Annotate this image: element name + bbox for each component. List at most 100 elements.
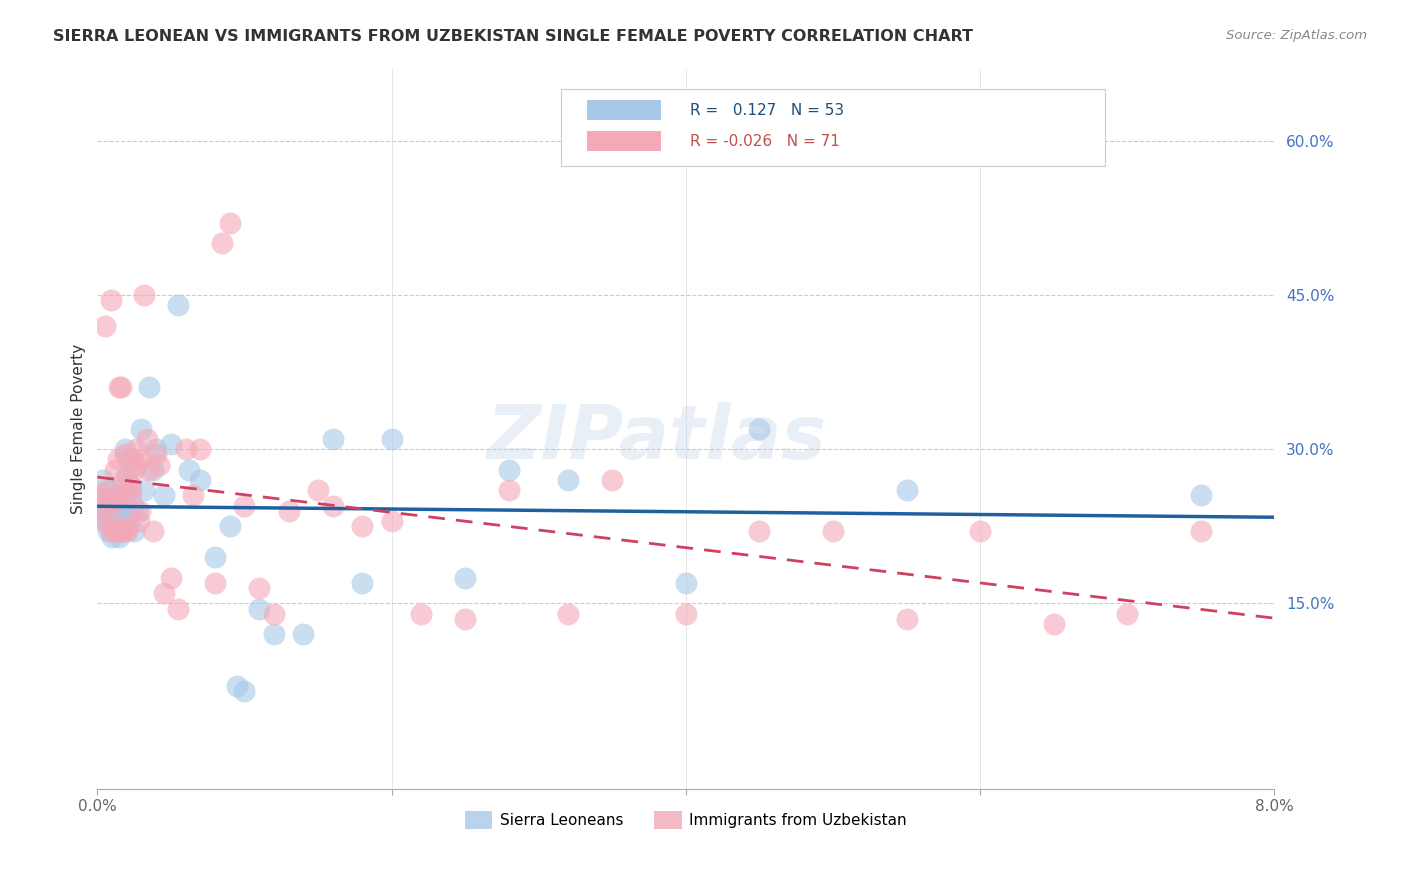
Point [1042, 616, 1064, 631]
Point [247, 581, 270, 595]
Point [409, 607, 432, 621]
Point [104, 463, 127, 477]
Point [115, 467, 138, 482]
Point [167, 601, 190, 615]
Point [101, 493, 124, 508]
Point [145, 447, 167, 461]
Point [105, 524, 128, 539]
Bar [588, 101, 661, 120]
Point [218, 519, 240, 533]
Point [152, 488, 174, 502]
Text: SIERRA LEONEAN VS IMMIGRANTS FROM UZBEKISTAN SINGLE FEMALE POVERTY CORRELATION C: SIERRA LEONEAN VS IMMIGRANTS FROM UZBEKI… [53, 29, 973, 44]
Text: R =   0.127   N = 53: R = 0.127 N = 53 [690, 103, 845, 118]
Point [110, 483, 132, 498]
Point [218, 216, 240, 230]
Point [557, 473, 579, 487]
Point [136, 432, 159, 446]
Point [204, 575, 226, 590]
Point [125, 504, 148, 518]
Point [160, 571, 183, 585]
Point [821, 524, 844, 539]
Point [145, 442, 167, 456]
Point [112, 519, 135, 533]
Point [111, 508, 134, 523]
Point [188, 473, 211, 487]
Point [226, 679, 249, 693]
Point [100, 293, 122, 307]
Point [103, 499, 125, 513]
Point [152, 586, 174, 600]
Text: ZIPatlas: ZIPatlas [486, 402, 827, 475]
Point [129, 504, 152, 518]
Y-axis label: Single Female Poverty: Single Female Poverty [72, 343, 86, 514]
Bar [588, 131, 661, 151]
Point [111, 524, 134, 539]
Point [131, 452, 153, 467]
Point [121, 452, 143, 467]
Point [134, 288, 156, 302]
Point [188, 442, 211, 456]
Point [98, 508, 121, 523]
Legend: Sierra Leoneans, Immigrants from Uzbekistan: Sierra Leoneans, Immigrants from Uzbekis… [458, 805, 912, 835]
Point [124, 442, 146, 456]
Text: R = -0.026   N = 71: R = -0.026 N = 71 [690, 134, 841, 149]
Point [91, 473, 114, 487]
Point [602, 473, 624, 487]
Point [91, 488, 114, 502]
Point [111, 488, 134, 502]
Point [108, 380, 131, 394]
Point [115, 524, 138, 539]
Point [108, 524, 131, 539]
Point [103, 493, 125, 508]
Point [138, 380, 160, 394]
Bar [561, 89, 1105, 166]
Point [381, 514, 404, 528]
Point [112, 473, 135, 487]
Point [322, 499, 344, 513]
Point [108, 529, 131, 543]
Point [352, 575, 374, 590]
Point [118, 478, 141, 492]
Point [181, 488, 204, 502]
Point [93, 318, 115, 333]
Point [454, 571, 477, 585]
Point [98, 483, 121, 498]
Point [138, 463, 160, 477]
Point [100, 493, 122, 508]
Point [104, 493, 127, 508]
Point [233, 683, 256, 698]
Point [322, 432, 344, 446]
Point [233, 499, 256, 513]
Point [1189, 524, 1212, 539]
Point [498, 463, 520, 477]
Point [114, 442, 136, 456]
Point [177, 463, 200, 477]
Point [896, 612, 918, 626]
Point [100, 524, 122, 539]
Point [748, 421, 770, 435]
Point [107, 452, 129, 467]
Point [117, 519, 139, 533]
Point [89, 493, 111, 508]
Point [131, 421, 153, 435]
Point [292, 627, 315, 641]
Point [381, 432, 404, 446]
Point [105, 504, 128, 518]
Text: Source: ZipAtlas.com: Source: ZipAtlas.com [1226, 29, 1367, 42]
Point [748, 524, 770, 539]
Point [352, 519, 374, 533]
Point [125, 458, 148, 472]
Point [167, 298, 190, 312]
Point [120, 488, 142, 502]
Point [117, 452, 139, 467]
Point [557, 607, 579, 621]
Point [454, 612, 477, 626]
Point [1189, 488, 1212, 502]
Point [97, 524, 120, 539]
Point [96, 483, 118, 498]
Point [121, 499, 143, 513]
Point [896, 483, 918, 498]
Point [101, 519, 124, 533]
Point [114, 447, 136, 461]
Point [675, 575, 697, 590]
